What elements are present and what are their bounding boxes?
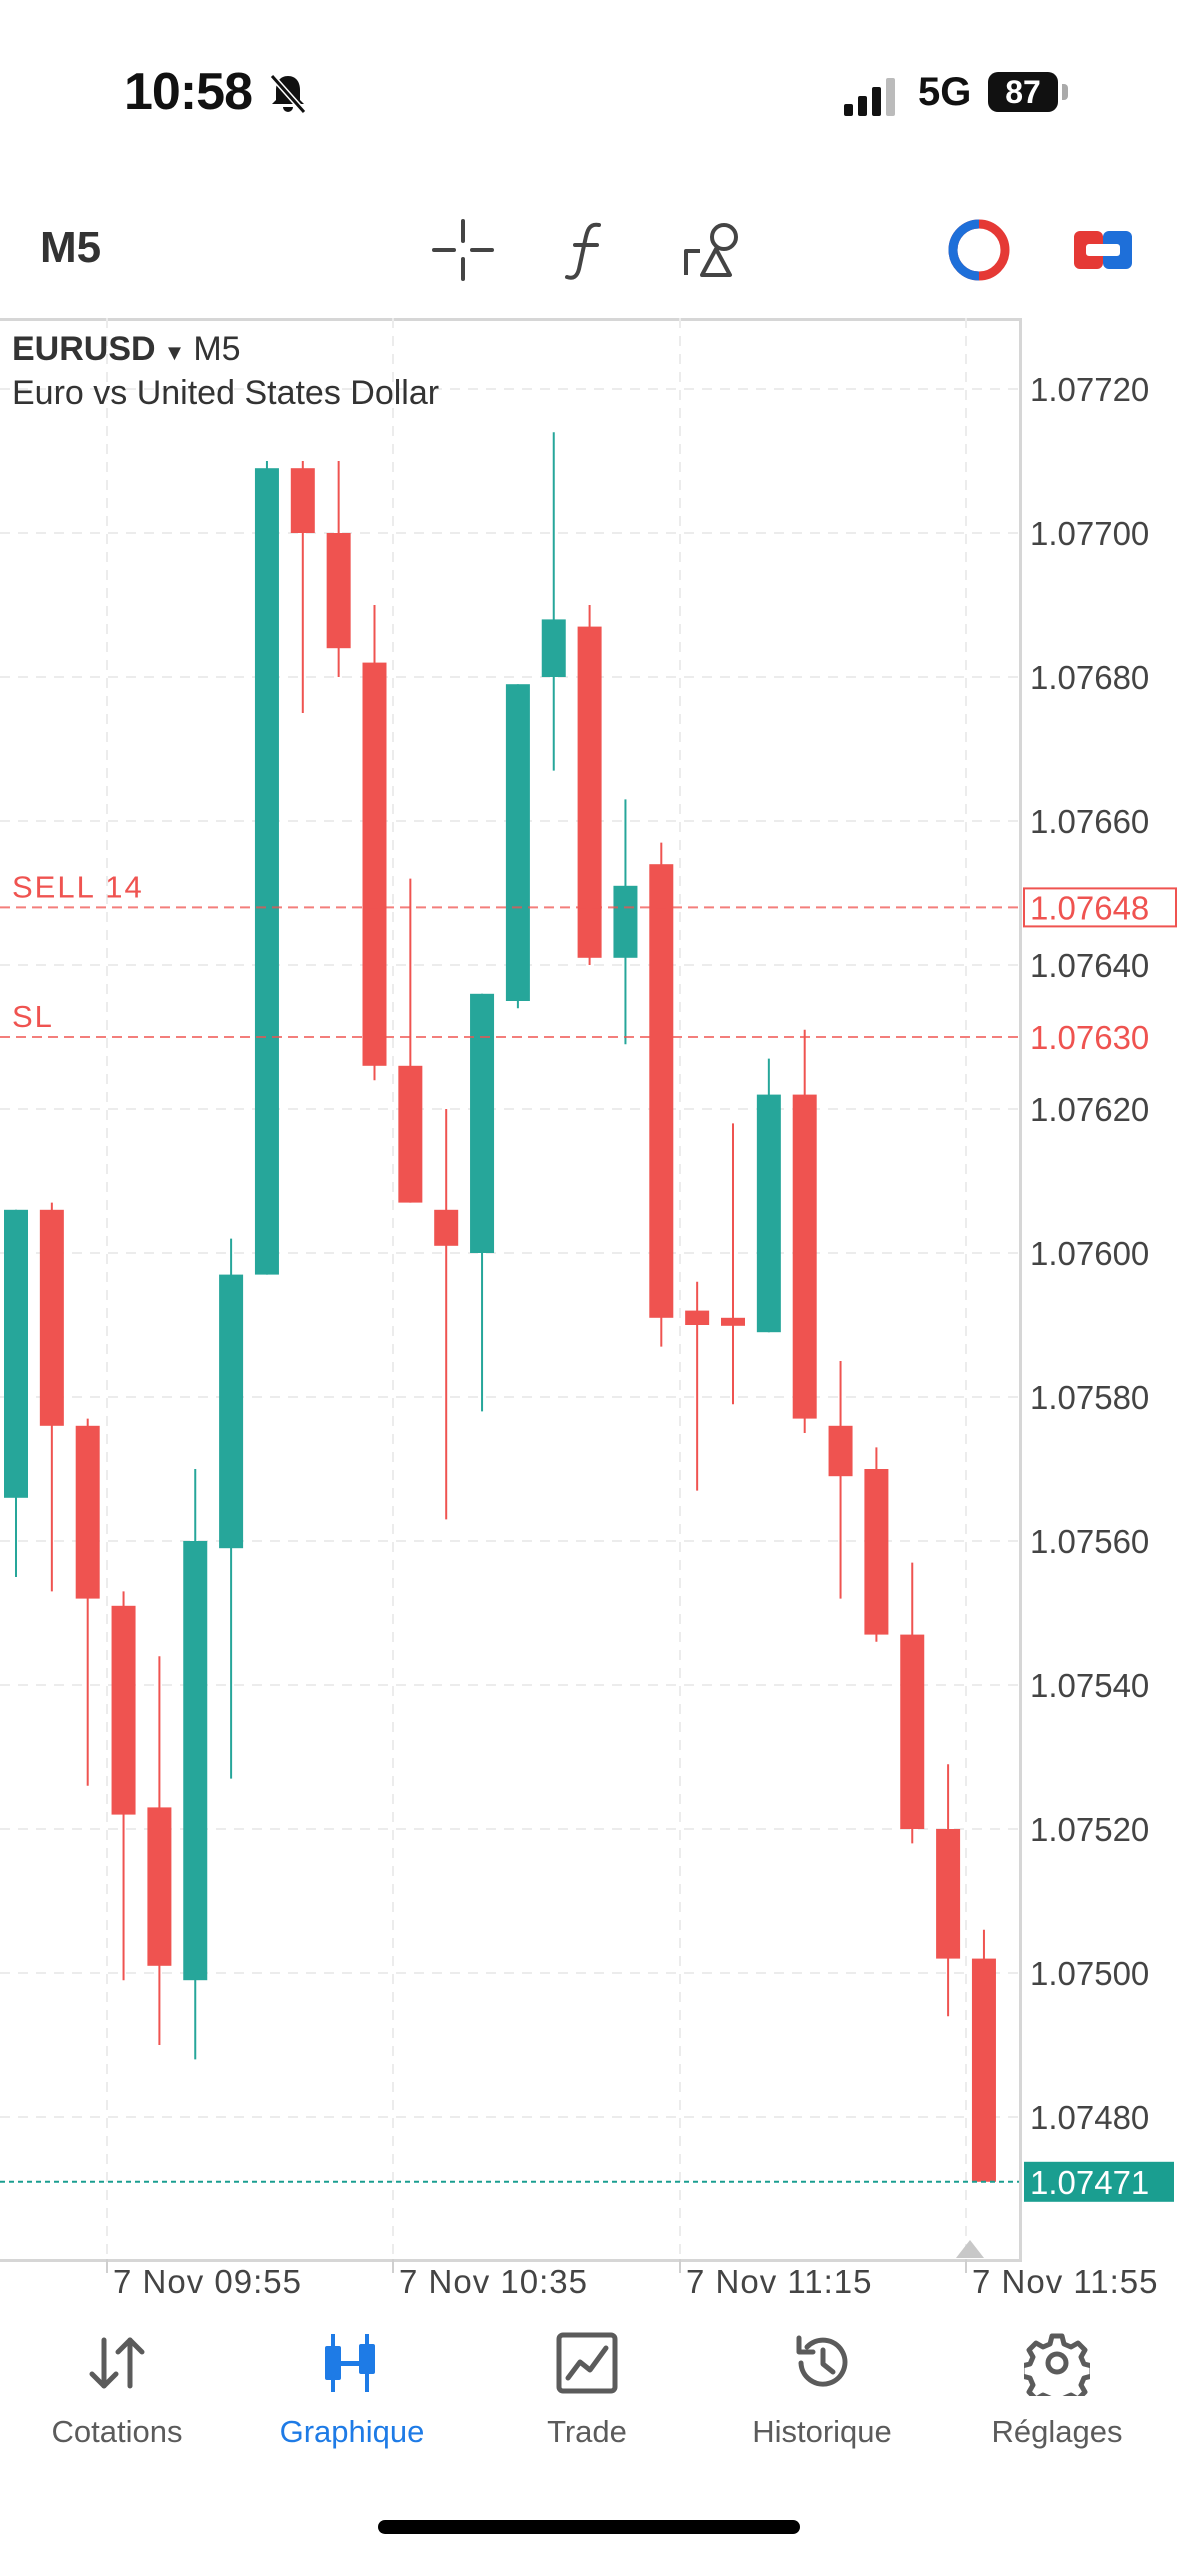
nav-item-historique[interactable]: Historique <box>707 2330 937 2450</box>
x-tick-label: 7 Nov 10:35 <box>399 2263 588 2298</box>
candle-bearish <box>936 1829 961 1959</box>
indicators-icon[interactable] <box>555 217 621 283</box>
candle-bearish <box>39 1209 64 1426</box>
trade-panel-icon[interactable] <box>1070 217 1136 283</box>
nav-label: Trade <box>547 2414 627 2449</box>
candle-bearish <box>864 1469 889 1635</box>
nav-item-trade[interactable]: Trade <box>472 2330 702 2450</box>
crosshair-icon[interactable] <box>430 217 496 283</box>
nav-label: Réglages <box>991 2414 1123 2449</box>
y-tick-label: 1.07600 <box>1030 1235 1149 1272</box>
objects-icon[interactable] <box>680 217 746 283</box>
candle-bearish <box>828 1425 853 1477</box>
nav-label: Graphique <box>279 2414 425 2449</box>
x-tick-label: 7 Nov 11:55 <box>972 2263 1159 2298</box>
order-price-label: 1.07630 <box>1030 1019 1149 1056</box>
y-tick-label: 1.07680 <box>1030 659 1149 696</box>
chart-toolbar: M5 <box>0 205 1177 295</box>
candle-bullish <box>254 468 279 1275</box>
nav-item-reglages[interactable]: Réglages <box>942 2330 1172 2450</box>
order-price-label: 1.07648 <box>1030 889 1149 926</box>
candle-bearish <box>434 1209 459 1246</box>
candle-bullish <box>219 1274 244 1549</box>
candle-bullish <box>613 885 638 958</box>
y-tick-label: 1.07500 <box>1030 1955 1149 1992</box>
candle-bearish <box>362 662 387 1066</box>
arrows-updown-icon <box>89 2337 145 2389</box>
symbol-dropdown-icon: ▼ <box>163 340 186 365</box>
x-tick-label: 7 Nov 09:55 <box>113 2263 302 2298</box>
y-tick-label: 1.07620 <box>1030 1091 1149 1128</box>
candle-bearish <box>721 1317 745 1326</box>
y-tick-label: 1.07580 <box>1030 1379 1149 1416</box>
nav-item-cotations[interactable]: Cotations <box>2 2330 232 2450</box>
history-icon <box>796 2335 848 2387</box>
y-tick-label: 1.07640 <box>1030 947 1149 984</box>
candles-icon <box>325 2334 375 2392</box>
y-tick-label: 1.07540 <box>1030 1667 1149 1704</box>
nav-label: Historique <box>752 2414 892 2449</box>
candle-bearish <box>649 864 674 1318</box>
candle-bullish <box>505 684 530 1001</box>
bottom-navigation: Cotations Graphique Trade Historique <box>0 2300 1177 2480</box>
status-bar: 10:58 5G 87 <box>0 0 1177 170</box>
candlestick-chart[interactable]: 1.07720 1.07700 1.07680 1.07660 1.07640 1.076… <box>0 318 1177 2298</box>
chart-timeframe-label: M5 <box>193 330 241 368</box>
signal-icon <box>844 78 895 116</box>
bell-muted-icon <box>269 74 307 114</box>
gear-icon <box>1024 2333 1090 2396</box>
y-tick-label: 1.07520 <box>1030 1811 1149 1848</box>
x-tick-label: 7 Nov 11:15 <box>686 2263 873 2298</box>
candle-bullish <box>541 619 566 677</box>
status-time: 10:58 <box>124 63 253 121</box>
chart-symbol-description: Euro vs United States Dollar <box>12 374 440 412</box>
candle-bullish <box>4 1209 28 1498</box>
candle-bearish <box>577 626 602 958</box>
y-tick-label: 1.07700 <box>1030 515 1149 552</box>
candle-bullish <box>470 993 495 1253</box>
current-price-label: 1.07471 <box>1030 2164 1149 2201</box>
one-click-trading-icon[interactable] <box>946 217 1012 283</box>
trade-chart-icon <box>556 2332 618 2394</box>
timeframe-button[interactable]: M5 <box>40 223 102 272</box>
y-tick-label: 1.07480 <box>1030 2099 1149 2136</box>
current-price-box <box>1024 2161 1174 2202</box>
candle-bearish <box>147 1807 172 1966</box>
candle-bearish <box>111 1605 136 1815</box>
candle-bearish <box>75 1425 100 1599</box>
battery-tip <box>1062 84 1068 100</box>
chart-area[interactable] <box>0 318 1022 2262</box>
y-tick-label: 1.07560 <box>1030 1523 1149 1560</box>
candle-bearish <box>326 533 351 649</box>
candle-bullish <box>183 1541 208 1981</box>
candle-bearish <box>900 1634 925 1829</box>
candle-bearish <box>971 1958 996 2182</box>
candle-bearish <box>685 1310 710 1325</box>
chart-symbol-header[interactable]: EURUSD ▼ M5 <box>12 330 241 369</box>
y-tick-label: 1.07660 <box>1030 803 1149 840</box>
network-type: 5G <box>918 70 972 114</box>
nav-label: Cotations <box>51 2414 183 2449</box>
order-price-box <box>1023 887 1177 928</box>
nav-item-graphique[interactable]: Graphique <box>237 2330 467 2450</box>
y-tick-label: 1.07720 <box>1030 371 1149 408</box>
candle-bearish <box>398 1065 423 1203</box>
candle-bearish <box>792 1094 817 1419</box>
battery-indicator: 87 <box>988 72 1058 112</box>
chart-symbol: EURUSD <box>12 330 156 368</box>
candle-bearish <box>290 468 315 533</box>
order-line-label: SL <box>12 999 54 1034</box>
candle-bullish <box>756 1094 781 1333</box>
home-indicator <box>378 2520 800 2534</box>
chart-shift-marker <box>956 2240 984 2258</box>
order-line-label: SELL 14 <box>12 869 144 904</box>
